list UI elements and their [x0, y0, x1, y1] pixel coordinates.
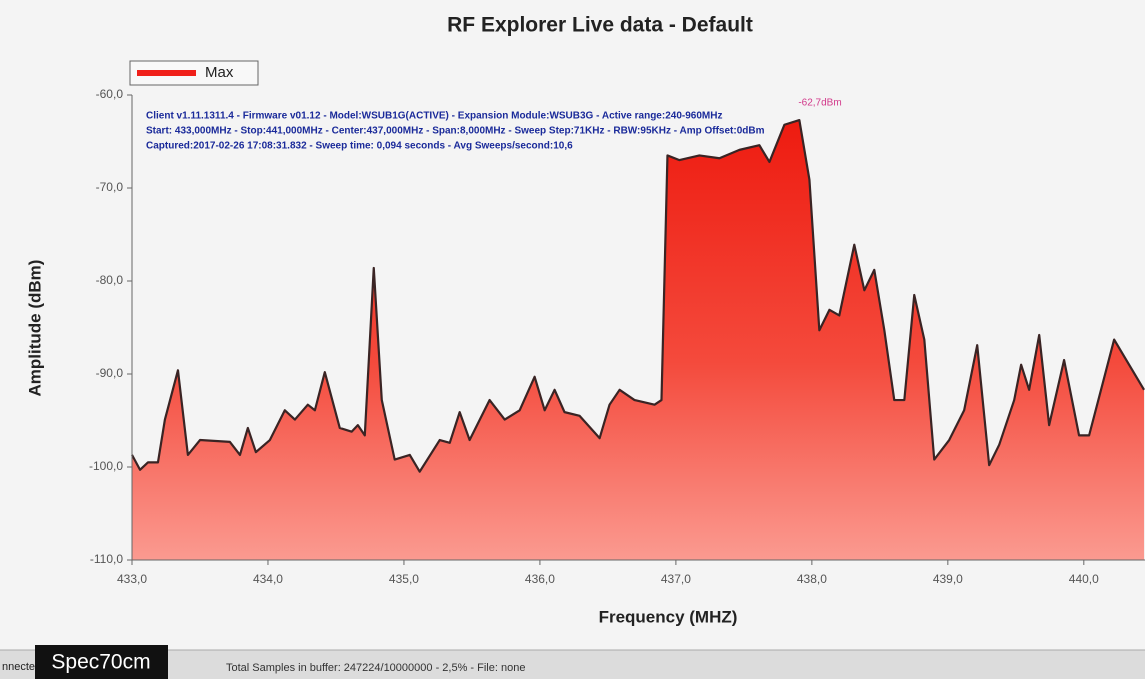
x-tick-label: 434,0	[253, 572, 283, 586]
info-text: Client v1.11.1311.4 - Firmware v01.12 - …	[146, 111, 765, 152]
peak-label: -62,7dBm	[798, 98, 841, 109]
x-tick-label: 433,0	[117, 572, 147, 586]
status-bar	[0, 650, 1145, 679]
overlay-label: Spec70cm	[51, 651, 150, 674]
info-line: Start: 433,000MHz - Stop:441,000MHz - Ce…	[146, 126, 765, 137]
legend: Max	[129, 60, 259, 86]
y-tick-label: -110,0	[90, 552, 123, 566]
y-axis-label: Amplitude (dBm)	[25, 260, 44, 397]
x-tick-label: 437,0	[661, 572, 691, 586]
x-axis-label: Frequency (MHZ)	[599, 607, 738, 626]
x-tick-label: 438,0	[797, 572, 827, 586]
status-text: Total Samples in buffer: 247224/10000000…	[226, 662, 525, 674]
x-tick-label: 435,0	[389, 572, 419, 586]
area-fill	[132, 120, 1145, 561]
trace-line	[131, 119, 1145, 473]
legend-label: Max	[205, 64, 234, 81]
x-tick-label: 436,0	[525, 572, 555, 586]
info-line: Captured:2017-02-26 17:08:31.832 - Sweep…	[146, 141, 573, 152]
plot-area: -60,0 -70,0 -80,0 -90,0 -100,0 -110,0 433,0 434…	[89, 87, 1145, 586]
y-tick-label: -90,0	[96, 366, 124, 380]
y-tick-label: -80,0	[96, 273, 124, 287]
x-tick-label: 440,0	[1069, 572, 1099, 586]
overlay-box	[35, 645, 168, 679]
info-line: Client v1.11.1311.4 - Firmware v01.12 - …	[146, 111, 722, 122]
y-tick-label: -60,0	[96, 87, 124, 101]
chart-title: RF Explorer Live data - Default	[447, 14, 753, 37]
x-tick-label: 439,0	[933, 572, 963, 586]
status-left: nnected	[2, 661, 41, 673]
y-tick-label: -100,0	[89, 459, 123, 473]
y-tick-label: -70,0	[96, 180, 124, 194]
